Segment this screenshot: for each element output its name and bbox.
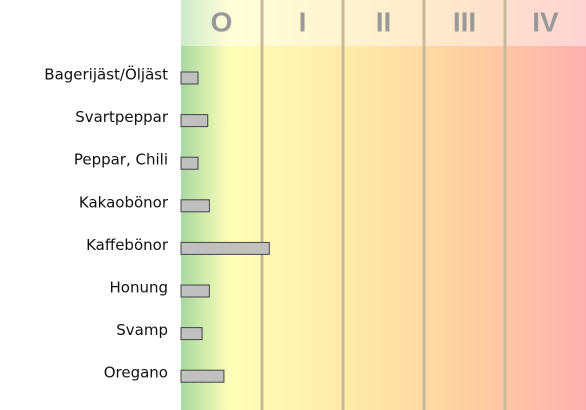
class-label: O — [211, 6, 233, 37]
category-label: Honung — [110, 279, 169, 297]
bar — [180, 71, 199, 85]
category-label: Svartpeppar — [75, 108, 169, 126]
category-label: Bagerijäst/Öljäst — [44, 65, 168, 84]
bar — [180, 156, 199, 170]
bar — [180, 327, 203, 341]
category-label: Oregano — [104, 364, 168, 382]
bar — [180, 369, 225, 383]
header-band — [181, 0, 586, 46]
bar — [180, 114, 209, 128]
class-label: I — [299, 6, 307, 37]
category-label: Kaffebönor — [86, 236, 169, 254]
bar — [180, 241, 270, 255]
bar — [180, 199, 210, 213]
category-label: Peppar, Chili — [74, 151, 168, 169]
class-label: IV — [532, 6, 559, 37]
class-label: III — [453, 6, 476, 37]
class-label: II — [376, 6, 392, 37]
bar — [180, 284, 210, 298]
category-label: Svamp — [116, 321, 168, 339]
plot-background — [181, 0, 586, 410]
category-label: Kakaobönor — [79, 193, 169, 211]
